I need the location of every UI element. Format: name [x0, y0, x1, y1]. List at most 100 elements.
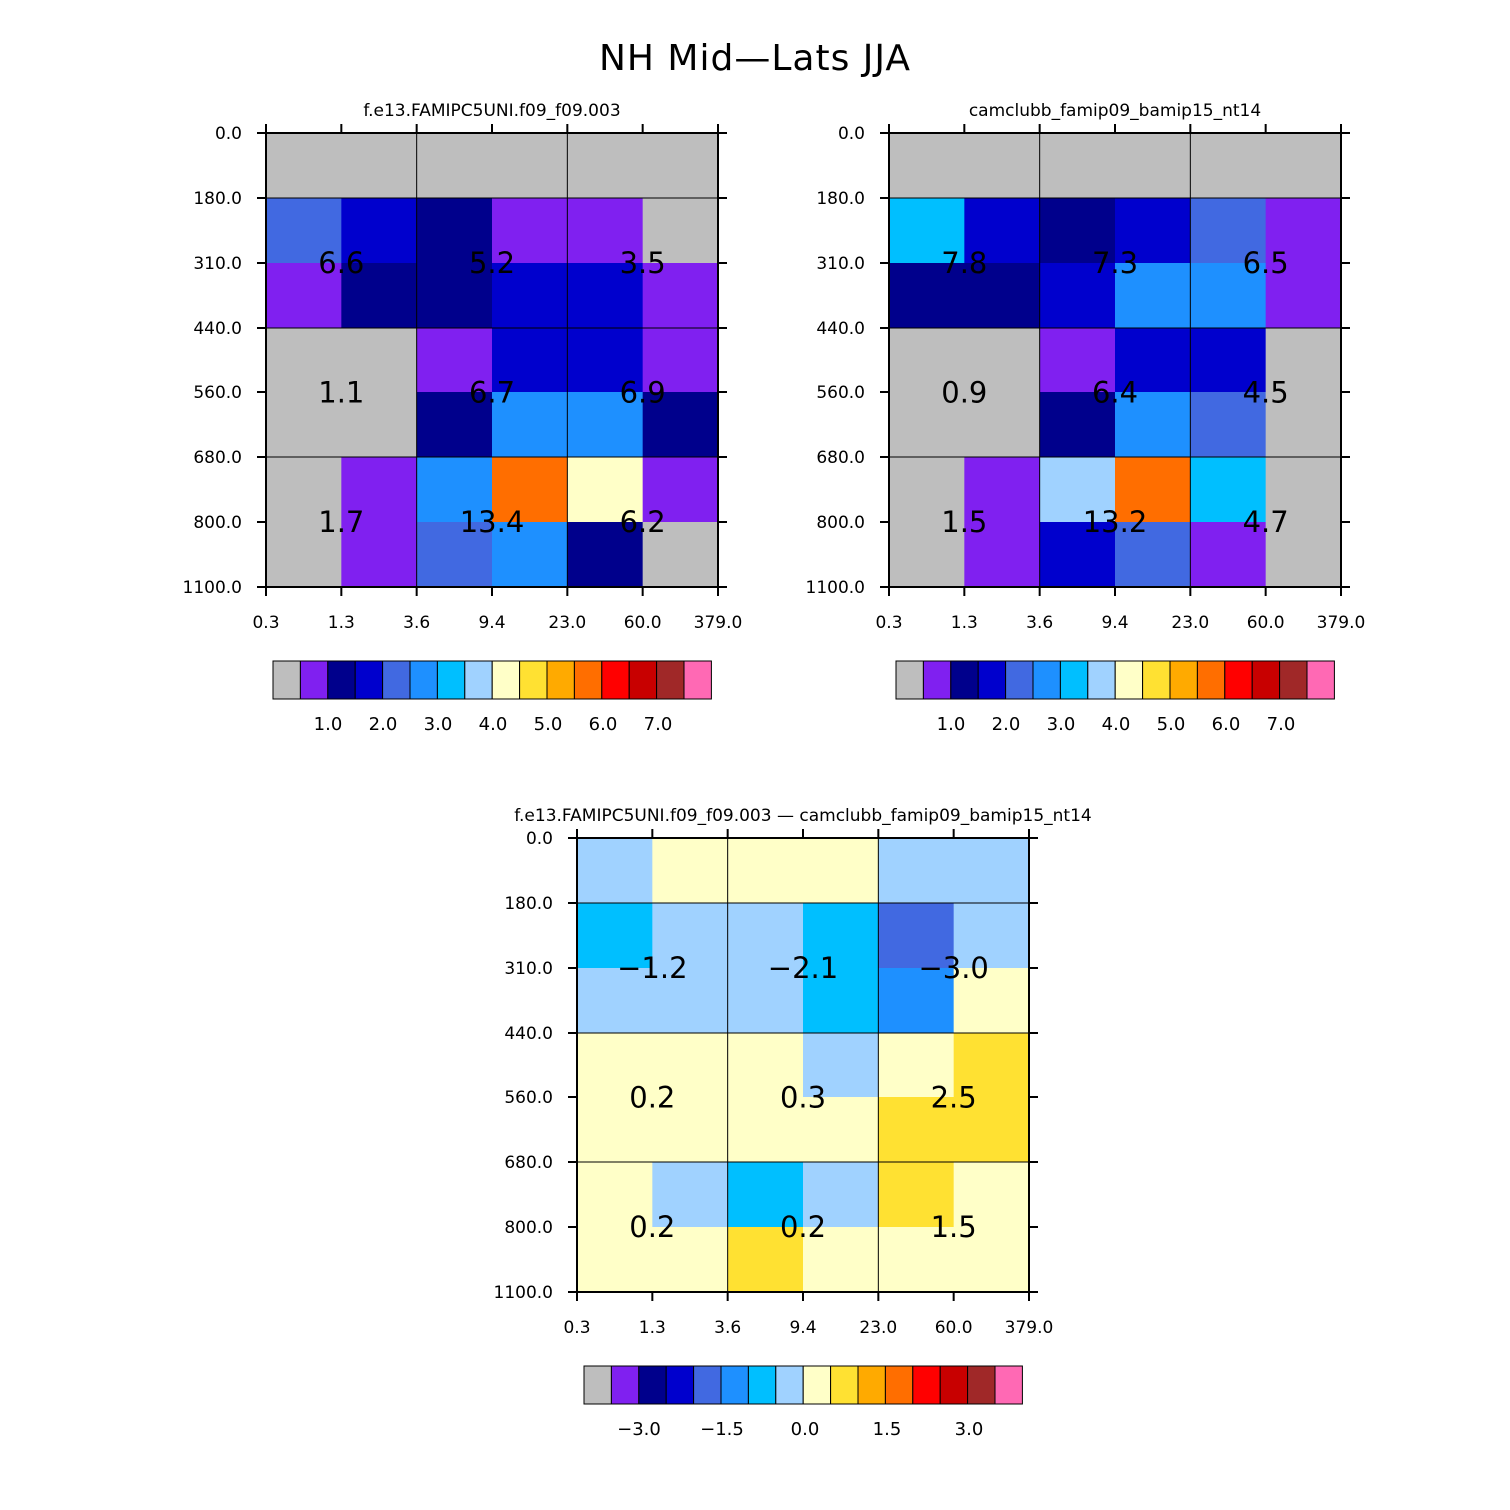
heatmap-cell	[577, 1227, 653, 1293]
colorbar-swatch	[857, 1365, 886, 1405]
colorbar-tick-label: 4.0	[479, 714, 508, 735]
heatmap-cell	[964, 263, 1041, 329]
block-value-label: 5.2	[469, 246, 515, 280]
heatmap-cell	[577, 1162, 653, 1228]
block-value-label: 1.1	[318, 376, 364, 410]
block-value-label: 4.7	[1243, 505, 1289, 539]
x-tick-label: 3.6	[1026, 613, 1053, 633]
heatmap-cell	[642, 392, 719, 458]
heatmap-cell	[889, 198, 965, 264]
heatmap-cell	[727, 1033, 804, 1098]
heatmap-cell	[642, 263, 719, 329]
colorbar-tick-label: 6.0	[1212, 714, 1241, 735]
block-value-label: 7.3	[1092, 246, 1138, 280]
x-tick-label: 23.0	[548, 613, 586, 633]
heatmap-cell	[416, 133, 493, 199]
x-tick-label: 23.0	[1171, 613, 1209, 633]
block-value-label: −3.0	[918, 951, 988, 985]
heatmap-cell	[964, 522, 1041, 588]
colorbar-swatch	[272, 660, 301, 700]
y-tick-label: 180.0	[504, 894, 553, 914]
x-tick-label: 379.0	[1005, 1318, 1054, 1338]
heatmap-cell	[341, 457, 418, 523]
heatmap-cell	[953, 903, 1030, 969]
colorbar-swatch	[967, 1365, 996, 1405]
y-tick-label: 0.0	[838, 124, 865, 144]
y-tick-label: 560.0	[816, 383, 865, 403]
y-tick-label: 440.0	[816, 319, 865, 339]
heatmap-cell	[1039, 457, 1116, 523]
heatmap-cell	[878, 838, 955, 904]
heatmap-cell	[803, 903, 879, 969]
heatmap-cell	[889, 457, 965, 523]
colorbar-swatch	[693, 1365, 722, 1405]
heatmap-cell	[1190, 198, 1267, 264]
heatmap-cell	[567, 198, 644, 264]
heatmap-cell	[1039, 392, 1116, 458]
block-value-label: 1.5	[931, 1210, 977, 1244]
heatmap-cell	[567, 328, 644, 393]
x-tick-label: 60.0	[935, 1318, 973, 1338]
heatmap-cell	[266, 198, 342, 264]
y-tick-label: 440.0	[504, 1024, 553, 1044]
heatmap-cell	[727, 1097, 804, 1163]
colorbar-tick-label: 4.0	[1102, 714, 1131, 735]
heatmap-cell	[964, 457, 1041, 523]
colorbar-swatch	[720, 1365, 749, 1405]
heatmap-cell	[953, 1162, 1030, 1228]
colorbar-swatch	[939, 1365, 969, 1405]
colorbar-swatch	[1005, 660, 1034, 700]
colorbar-swatch	[1306, 660, 1335, 700]
colorbar-swatch	[1196, 660, 1226, 700]
x-tick-label: 0.3	[875, 613, 902, 633]
heatmap-cell	[567, 263, 644, 329]
heatmap-cell	[642, 522, 719, 588]
heatmap-cell	[492, 457, 568, 523]
heatmap-cell	[1039, 328, 1116, 393]
heatmap-cell	[1190, 328, 1267, 393]
block-value-label: 4.5	[1243, 376, 1289, 410]
heatmap-cell	[889, 392, 965, 458]
heatmap-cell	[492, 263, 568, 329]
y-tick-label: 0.0	[215, 124, 242, 144]
colorbar-tick-label: 3.0	[424, 714, 453, 735]
y-tick-label: 180.0	[193, 189, 242, 209]
colorbar-swatch	[830, 1365, 859, 1405]
heatmap-cell	[727, 1162, 804, 1228]
colorbar-swatch	[656, 660, 685, 700]
heatmap-cell	[652, 1162, 729, 1228]
heatmap-cell	[642, 328, 719, 393]
heatmap-cell	[1190, 457, 1267, 523]
block-value-label: 13.4	[460, 505, 525, 539]
colorbar-swatch	[382, 660, 411, 700]
colorbar-swatch	[1279, 660, 1308, 700]
x-tick-label: 60.0	[1247, 613, 1285, 633]
heatmap-cell	[1265, 522, 1342, 588]
colorbar-swatch	[977, 660, 1007, 700]
heatmap-cell	[1115, 392, 1191, 458]
block-value-label: 6.9	[620, 376, 666, 410]
figure-title: NH Mid—Lats JJA	[599, 38, 911, 79]
y-tick-label: 1100.0	[494, 1283, 553, 1303]
heatmap-cell	[727, 968, 804, 1034]
heatmap-cell	[341, 522, 418, 588]
y-tick-label: 0.0	[526, 829, 553, 849]
heatmap-cell	[878, 968, 955, 1034]
x-tick-label: 1.3	[951, 613, 978, 633]
block-value-label: 6.6	[318, 246, 364, 280]
heatmap-cell	[878, 1162, 955, 1228]
y-tick-label: 800.0	[193, 513, 242, 533]
colorbar-swatch	[491, 660, 521, 700]
heatmap-cell	[492, 328, 568, 393]
heatmap-cell	[652, 903, 729, 969]
colorbar-tick-label: 3.0	[1047, 714, 1076, 735]
y-tick-label: 310.0	[504, 959, 553, 979]
panel-right-model: camclubb_famip09_bamip15_nt14 7.8 7.3 6.5 0.…	[806, 101, 1366, 735]
colorbar-swatch	[1224, 660, 1253, 700]
colorbar-swatch	[409, 660, 438, 700]
heatmap-cell	[577, 1033, 653, 1098]
heatmap-cell	[416, 263, 493, 329]
panel-title: camclubb_famip09_bamip15_nt14	[969, 101, 1261, 121]
heatmap-cell	[803, 1227, 879, 1293]
x-tick-label: 60.0	[624, 613, 662, 633]
